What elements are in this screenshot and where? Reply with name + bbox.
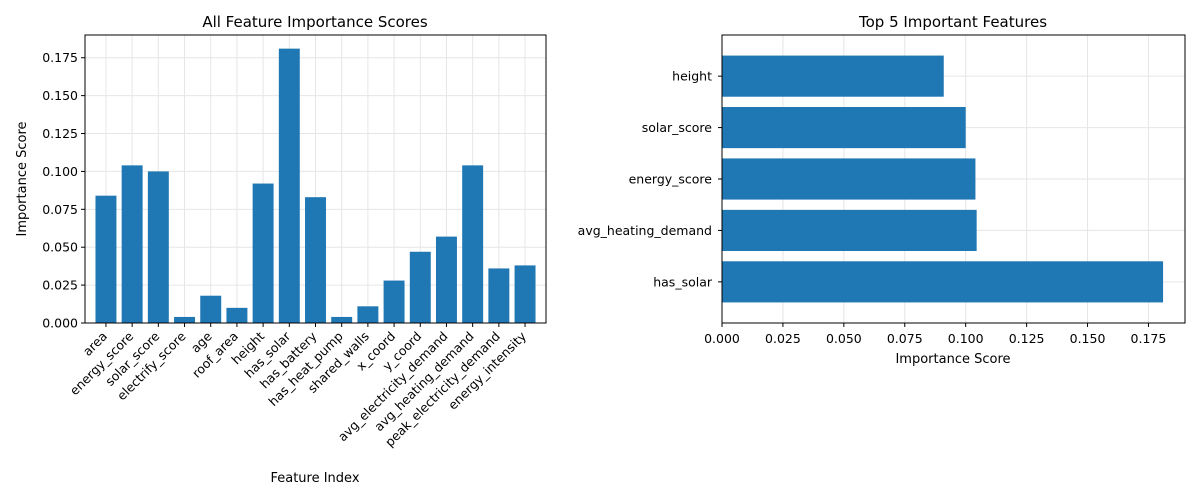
right-x-tick-label: 0.125 <box>1009 331 1045 346</box>
right-x-tick-label: 0.100 <box>948 331 984 346</box>
left-y-axis-label: Importance Score <box>15 121 30 236</box>
bar-solar-score <box>147 171 169 323</box>
right-x-tick-label: 0.075 <box>887 331 923 346</box>
right-x-axis-label: Importance Score <box>895 352 1010 367</box>
right-x-tick-label: 0.175 <box>1131 331 1167 346</box>
bar-y-coord <box>409 251 431 323</box>
bar-electrify-score <box>174 316 196 323</box>
hbar-height <box>722 55 944 97</box>
bar-energy-score <box>121 165 143 323</box>
right-bar-chart: Top 5 Important Features has_solar avg_he… <box>578 13 1186 367</box>
right-chart-title: Top 5 Important Features <box>858 13 1047 31</box>
bar-area <box>95 195 117 323</box>
right-y-tick-label: has_solar <box>653 274 713 289</box>
right-x-tick-label: 0.000 <box>704 331 740 346</box>
bar-avg-heating-demand <box>462 165 484 323</box>
hbar-solar-score <box>722 107 966 149</box>
left-y-tick-label: 0.125 <box>42 126 78 141</box>
right-y-tick-label: height <box>672 69 712 84</box>
bar-has-battery <box>305 197 326 323</box>
right-x-tick-label: 0.150 <box>1070 331 1106 346</box>
bar-x-coord <box>383 280 405 323</box>
right-x-tick-label: 0.025 <box>765 331 801 346</box>
hbar-avg-heating-demand <box>722 209 977 251</box>
left-y-tick-label: 0.000 <box>42 316 78 331</box>
bar-roof-area <box>226 307 248 323</box>
left-y-tick-label: 0.075 <box>42 202 78 217</box>
left-y-tick-label: 0.175 <box>42 50 78 65</box>
left-y-tick-label: 0.050 <box>42 240 78 255</box>
bar-has-heat-pump <box>331 316 353 323</box>
right-y-tick-label: solar_score <box>642 120 713 135</box>
bar-shared-walls <box>357 306 379 323</box>
left-y-tick-label: 0.150 <box>42 88 78 103</box>
hbar-energy-score <box>722 158 976 200</box>
right-y-tick-label: energy_score <box>629 172 713 187</box>
left-y-tick-label: 0.025 <box>42 278 78 293</box>
right-x-tick-label: 0.050 <box>826 331 862 346</box>
bar-has-solar <box>278 48 300 324</box>
left-y-tick-label: 0.100 <box>42 164 78 179</box>
bar-age <box>200 295 222 323</box>
bar-height <box>252 183 274 323</box>
bar-peak-electricity-demand <box>488 268 510 323</box>
right-y-tick-label: avg_heating_demand <box>578 223 712 238</box>
hbar-has-solar <box>722 261 1164 303</box>
left-x-axis-label: Feature Index <box>270 471 359 486</box>
bar-energy-intensity <box>514 265 536 323</box>
bar-avg-electricity-demand <box>435 236 457 323</box>
left-chart-title: All Feature Importance Scores <box>202 13 428 31</box>
